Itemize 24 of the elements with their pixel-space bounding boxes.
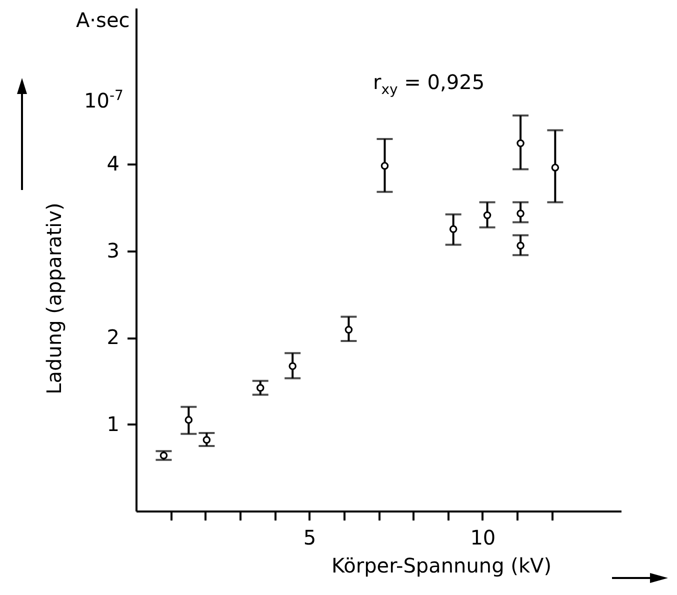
x-tick-label: 10 xyxy=(470,526,496,550)
x-axis-title: Körper-Spannung (kV) xyxy=(331,554,552,578)
point xyxy=(551,164,560,172)
y-axis-title: Ladung (apparativ) xyxy=(42,202,66,394)
point xyxy=(344,326,353,334)
point xyxy=(449,225,458,234)
point xyxy=(288,362,296,370)
y-tick-label: 2 xyxy=(106,325,120,350)
point xyxy=(516,210,524,218)
point xyxy=(380,162,389,170)
annotation: r$_{xy}$ = 0,925 xyxy=(373,70,485,98)
y-tick-label: 4 xyxy=(106,152,120,176)
point xyxy=(160,452,168,460)
point xyxy=(202,436,211,444)
point xyxy=(483,211,492,220)
point xyxy=(516,242,524,250)
y-tick-label: 3 xyxy=(106,238,120,262)
text: A·sec xyxy=(76,8,130,32)
text: 10$^{-7}$ xyxy=(84,88,124,113)
y-tick-label: 1 xyxy=(106,412,120,436)
x-tick-label: 5 xyxy=(303,526,316,550)
point xyxy=(184,416,193,424)
point xyxy=(516,139,524,148)
point xyxy=(256,384,264,392)
